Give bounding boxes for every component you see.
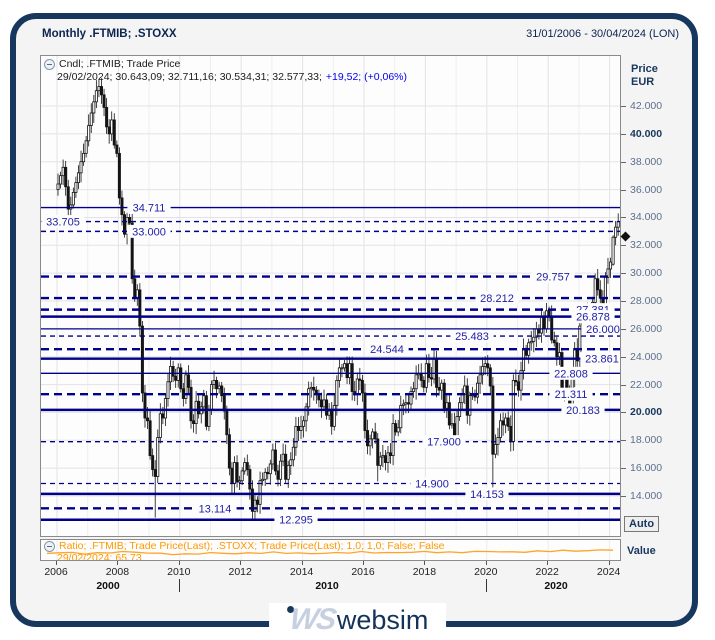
logo-mark: WS	[287, 603, 337, 636]
year-label: 2012	[228, 566, 252, 578]
year-label: 2016	[351, 566, 375, 578]
year-tick	[363, 561, 364, 565]
year-label: 2024	[596, 566, 621, 578]
svg-text:33.705: 33.705	[46, 217, 80, 229]
decade-label: 2020	[544, 580, 568, 592]
ratio-legend: Ratio; .FTMIB; Trade Price(Last); .STOXX…	[44, 540, 445, 561]
chart-date-range: 31/01/2006 - 30/04/2024 (LON)	[526, 28, 679, 40]
svg-text:13.114: 13.114	[199, 503, 232, 515]
legend-ohlc-values: 29/02/2024; 30.643,09; 32.711,16; 30.534…	[57, 71, 322, 83]
year-tick	[547, 561, 549, 565]
collapse-icon[interactable]	[44, 540, 55, 552]
svg-text:34.711: 34.711	[133, 203, 166, 215]
logo-wordmark: websim	[336, 605, 429, 635]
price-axis[interactable]: Price EUR 42.000 40.000 38.000 36.000 34.000…	[620, 55, 699, 537]
year-label: 2022	[535, 566, 559, 578]
svg-text:22.808: 22.808	[554, 368, 588, 380]
svg-text:25.483: 25.483	[455, 331, 489, 343]
year-label: 2014	[289, 566, 314, 578]
decade-tick	[486, 579, 487, 592]
year-label: 2020	[474, 566, 498, 578]
year-label: 2006	[44, 566, 68, 578]
year-tick	[424, 561, 426, 565]
collapse-icon[interactable]	[44, 59, 55, 70]
year-tick	[301, 561, 303, 565]
svg-text:29.757: 29.757	[536, 272, 570, 284]
logo-dot-icon	[286, 606, 294, 613]
svg-text:14.153: 14.153	[470, 489, 504, 501]
svg-text:26.000: 26.000	[586, 324, 620, 336]
svg-text:14.900: 14.900	[415, 478, 449, 490]
main-chart-panel[interactable]: 34.71133.70533.00029.75728.21227.38126.8…	[40, 55, 621, 537]
svg-text:23.861: 23.861	[585, 354, 619, 366]
last-price-marker-icon	[620, 231, 631, 242]
year-label: 2018	[412, 566, 437, 578]
ratio-panel[interactable]: Ratio; .FTMIB; Trade Price(Last); .STOXX…	[40, 539, 621, 561]
chart-title: Monthly .FTMIB; .STOXX	[42, 28, 177, 40]
decade-label: 2000	[96, 580, 120, 592]
svg-text:33.000: 33.000	[132, 226, 166, 238]
year-tick	[485, 561, 487, 565]
svg-text:20.183: 20.183	[566, 405, 600, 417]
legend-change-value: +19,52; (+0,06%)	[325, 71, 408, 83]
svg-text:21.311: 21.311	[555, 389, 588, 401]
websim-logo: WS websim	[268, 603, 447, 637]
year-tick	[117, 561, 119, 565]
svg-text:24.544: 24.544	[370, 344, 404, 356]
svg-text:12.295: 12.295	[279, 515, 313, 527]
year-tick	[240, 561, 242, 565]
auto-scale-button[interactable]: Auto	[624, 516, 660, 532]
year-tick	[178, 561, 180, 565]
svg-text:28.212: 28.212	[480, 293, 514, 305]
price-axis-title: Price EUR	[631, 63, 658, 88]
decade-label: 2010	[315, 580, 339, 592]
year-tick	[56, 561, 57, 565]
main-chart-canvas[interactable]: 34.71133.70533.00029.75728.21227.38126.8…	[41, 56, 620, 536]
value-axis-label: Value	[627, 545, 656, 557]
ratio-series-label: Ratio; .FTMIB; Trade Price(Last); .STOXX…	[59, 540, 445, 552]
legend-series-label: Cndl; .FTMIB; Trade Price	[59, 58, 181, 70]
main-legend: Cndl; .FTMIB; Trade Price 29/02/2024; 30…	[44, 58, 407, 84]
time-axis[interactable]: 2006 2008 2010 2012 2014 2016 2018 2020 2022 2024…	[0, 561, 715, 592]
svg-text:17.900: 17.900	[427, 437, 461, 449]
decade-tick	[179, 579, 180, 592]
year-label: 2010	[167, 566, 191, 578]
ratio-last-value: 29/02/2024: 65,73	[57, 552, 142, 561]
svg-text:26.878: 26.878	[576, 312, 610, 324]
year-label: 2008	[105, 566, 130, 578]
year-tick	[608, 561, 610, 565]
ratio-chart-canvas[interactable]	[41, 540, 620, 560]
